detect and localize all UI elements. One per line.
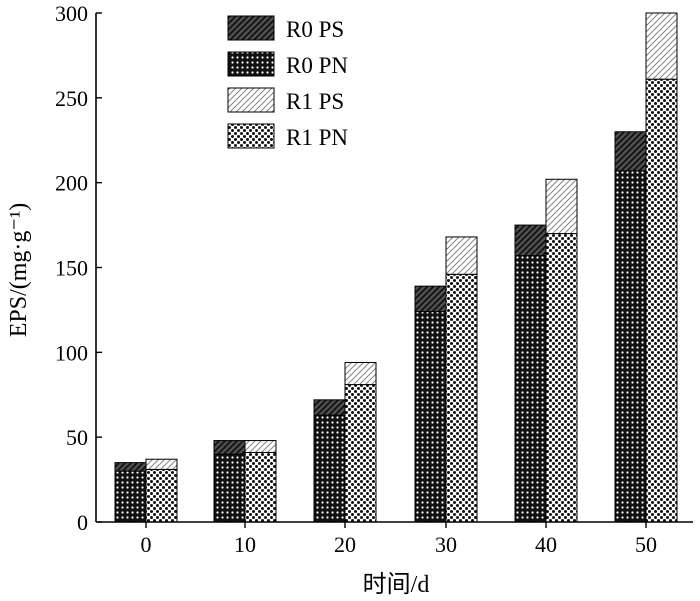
- bar-r1-pn-10: [244, 451, 277, 523]
- x-tick-label: 20: [334, 532, 356, 557]
- y-ticks: 0 50 100 150 200 250 300: [55, 1, 102, 535]
- bar-r1-pn-0: [145, 468, 178, 523]
- legend-swatch-r0-ps: [227, 15, 275, 41]
- bar-r0-ps-10: [213, 440, 246, 455]
- y-tick-label: 0: [77, 510, 88, 535]
- bar-r1-ps-10: [244, 440, 277, 453]
- axes: [95, 13, 693, 523]
- x-tick-label: 40: [535, 532, 557, 557]
- bar-r0-ps-50: [614, 131, 647, 172]
- y-tick-label: 300: [55, 1, 88, 26]
- bar-r0-ps-40: [514, 224, 547, 257]
- y-tick-label: 100: [55, 340, 88, 365]
- bar-r1-ps-40: [545, 178, 578, 235]
- bar-r0-ps-30: [414, 285, 447, 313]
- bar-r0-pn-20: [313, 414, 346, 523]
- x-tick-label: 30: [435, 532, 457, 557]
- bar-r1-ps-20: [344, 362, 377, 386]
- legend: R0 PS R0 PN R1 PS R1 PN: [227, 15, 348, 150]
- bar-r1-ps-30: [445, 236, 478, 275]
- legend-swatch-r1-ps: [227, 87, 275, 113]
- x-tick-label: 10: [234, 532, 256, 557]
- legend-label-r0-pn: R0 PN: [286, 53, 348, 78]
- bar-r1-ps-50: [645, 12, 678, 80]
- x-axis-label: 时间/d: [363, 571, 430, 598]
- bar-r0-pn-40: [514, 255, 547, 523]
- x-tick-label: 0: [141, 532, 152, 557]
- y-axis-label: EPS/(mg·g⁻¹): [6, 203, 32, 338]
- x-tick-label: 50: [635, 532, 657, 557]
- bar-r0-ps-0: [114, 462, 147, 472]
- y-tick-label: 250: [55, 86, 88, 111]
- legend-swatch-r0-pn: [227, 51, 275, 77]
- x-ticks: 0 10 20 30 40 50: [141, 522, 657, 557]
- bar-r0-pn-30: [414, 311, 447, 523]
- legend-label-r1-ps: R1 PS: [286, 89, 344, 114]
- bar-r0-pn-50: [614, 170, 647, 523]
- bar-r0-ps-20: [313, 399, 346, 416]
- bar-r1-ps-0: [145, 458, 178, 470]
- y-tick-label: 150: [55, 256, 88, 281]
- y-tick-label: 200: [55, 171, 88, 196]
- bar-r1-pn-30: [445, 273, 478, 523]
- bar-r1-pn-20: [344, 384, 377, 523]
- bar-r0-pn-10: [213, 453, 246, 523]
- legend-label-r1-pn: R1 PN: [286, 125, 348, 150]
- legend-label-r0-ps: R0 PS: [286, 17, 344, 42]
- bar-r0-pn-0: [114, 470, 147, 523]
- y-tick-label: 50: [66, 425, 88, 450]
- bar-r1-pn-50: [645, 78, 678, 523]
- legend-swatch-r1-pn: [227, 123, 275, 149]
- bars-layer: [114, 12, 678, 523]
- bar-r1-pn-40: [545, 233, 578, 523]
